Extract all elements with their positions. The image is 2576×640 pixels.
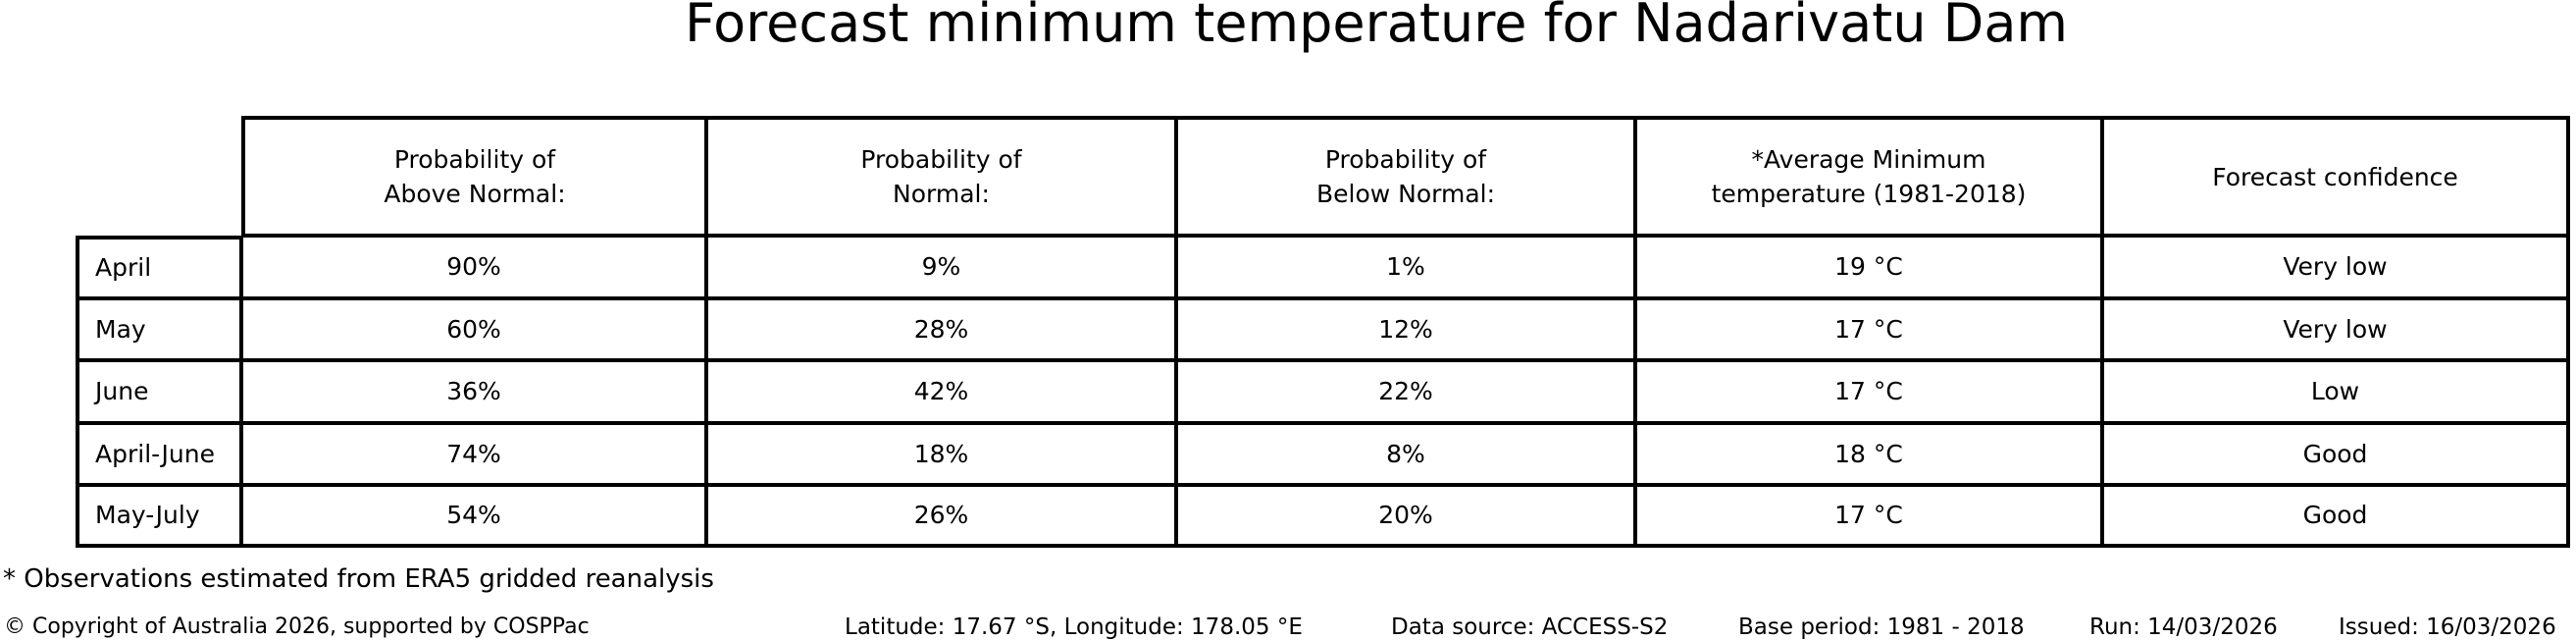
- copyright-text: © Copyright of Australia 2026, supported…: [4, 614, 590, 639]
- data-source-text: Data source: ACCESS-S2: [1391, 614, 1669, 640]
- cell-may-confidence: Very low: [2102, 297, 2570, 360]
- cell-mayjuly-above: 54%: [241, 485, 706, 548]
- header-cell-forecast-confidence: Forecast confidence: [2102, 116, 2570, 236]
- cell-april-normal: 9%: [706, 236, 1176, 298]
- cell-mayjuly-avg-temp: 17 °C: [1635, 485, 2102, 548]
- cell-april-confidence: Very low: [2102, 236, 2570, 298]
- cell-june-avg-temp: 17 °C: [1635, 360, 2102, 423]
- header-cell-normal: Probability of Normal:: [706, 116, 1176, 236]
- row-label-may-july: May-July: [76, 485, 241, 548]
- cell-june-above: 36%: [241, 360, 706, 423]
- cell-june-confidence: Low: [2102, 360, 2570, 423]
- header-cell-below-normal: Probability of Below Normal:: [1176, 116, 1635, 236]
- cell-apriljune-normal: 18%: [706, 422, 1176, 485]
- row-label-june: June: [76, 360, 241, 423]
- cell-apriljune-above: 74%: [241, 422, 706, 485]
- header-cell-empty: [76, 116, 241, 236]
- cell-april-avg-temp: 19 °C: [1635, 236, 2102, 298]
- page-title: Forecast minimum temperature for Nadariv…: [684, 0, 2069, 54]
- cell-apriljune-below: 8%: [1176, 422, 1635, 485]
- cell-april-above: 90%: [241, 236, 706, 298]
- cell-june-normal: 42%: [706, 360, 1176, 423]
- cell-june-below: 22%: [1176, 360, 1635, 423]
- base-period-text: Base period: 1981 - 2018: [1738, 614, 2025, 640]
- cell-may-avg-temp: 17 °C: [1635, 297, 2102, 360]
- header-cell-above-normal: Probability of Above Normal:: [241, 116, 706, 236]
- row-label-april-june: April-June: [76, 422, 241, 485]
- header-cell-average-min-temp: *Average Minimum temperature (1981-2018): [1635, 116, 2102, 236]
- observations-footnote: * Observations estimated from ERA5 gridd…: [3, 564, 714, 594]
- row-label-april: April: [76, 236, 241, 298]
- lat-long-text: Latitude: 17.67 °S, Longitude: 178.05 °E: [845, 614, 1303, 640]
- cell-may-below: 12%: [1176, 297, 1635, 360]
- issued-date-text: Issued: 16/03/2026: [2339, 614, 2556, 640]
- row-label-may: May: [76, 297, 241, 360]
- cell-may-above: 60%: [241, 297, 706, 360]
- forecast-table: Probability of Above Normal: Probability…: [76, 116, 2570, 548]
- cell-apriljune-avg-temp: 18 °C: [1635, 422, 2102, 485]
- cell-may-normal: 28%: [706, 297, 1176, 360]
- cell-mayjuly-confidence: Good: [2102, 485, 2570, 548]
- cell-apriljune-confidence: Good: [2102, 422, 2570, 485]
- cell-mayjuly-normal: 26%: [706, 485, 1176, 548]
- run-date-text: Run: 14/03/2026: [2089, 614, 2278, 640]
- cell-april-below: 1%: [1176, 236, 1635, 298]
- cell-mayjuly-below: 20%: [1176, 485, 1635, 548]
